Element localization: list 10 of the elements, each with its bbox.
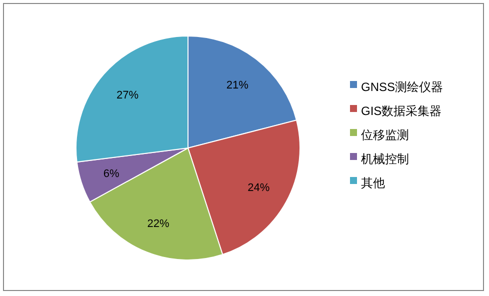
data-label: 27% bbox=[116, 90, 139, 102]
data-label: 22% bbox=[147, 218, 170, 230]
legend-label: 其他 bbox=[361, 176, 385, 190]
legend-label: GNSS测绘仪器 bbox=[361, 80, 444, 94]
legend-label: GIS数据采集器 bbox=[361, 104, 442, 118]
data-label: 21% bbox=[226, 79, 249, 92]
legend-label: 位移监测 bbox=[361, 128, 409, 142]
data-label: 24% bbox=[248, 182, 270, 194]
data-label: 6% bbox=[103, 168, 120, 180]
legend-label: 机械控制 bbox=[361, 152, 409, 166]
